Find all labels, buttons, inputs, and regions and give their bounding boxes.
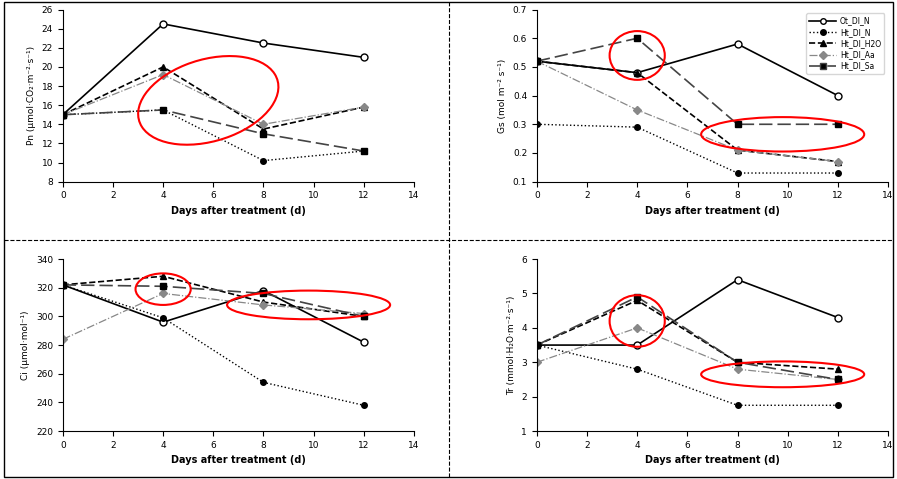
Y-axis label: Gs (mol m⁻² s⁻¹): Gs (mol m⁻² s⁻¹) xyxy=(498,58,507,133)
Y-axis label: Tr (mmol·H₂O·m⁻²·s⁻¹): Tr (mmol·H₂O·m⁻²·s⁻¹) xyxy=(507,296,516,395)
Y-axis label: Pn (μmol·CO₂·m⁻²·s⁻¹): Pn (μmol·CO₂·m⁻²·s⁻¹) xyxy=(27,46,36,145)
X-axis label: Days after treatment (d): Days after treatment (d) xyxy=(645,206,779,216)
X-axis label: Days after treatment (d): Days after treatment (d) xyxy=(171,206,306,216)
X-axis label: Days after treatment (d): Days after treatment (d) xyxy=(171,456,306,466)
Legend: Ot_DI_N, Ht_DI_N, Ht_DI_H2O, Ht_DI_Aa, Ht_DI_Sa: Ot_DI_N, Ht_DI_N, Ht_DI_H2O, Ht_DI_Aa, H… xyxy=(806,13,884,74)
Y-axis label: Ci (μmol·mol⁻¹): Ci (μmol·mol⁻¹) xyxy=(22,310,30,380)
X-axis label: Days after treatment (d): Days after treatment (d) xyxy=(645,456,779,466)
